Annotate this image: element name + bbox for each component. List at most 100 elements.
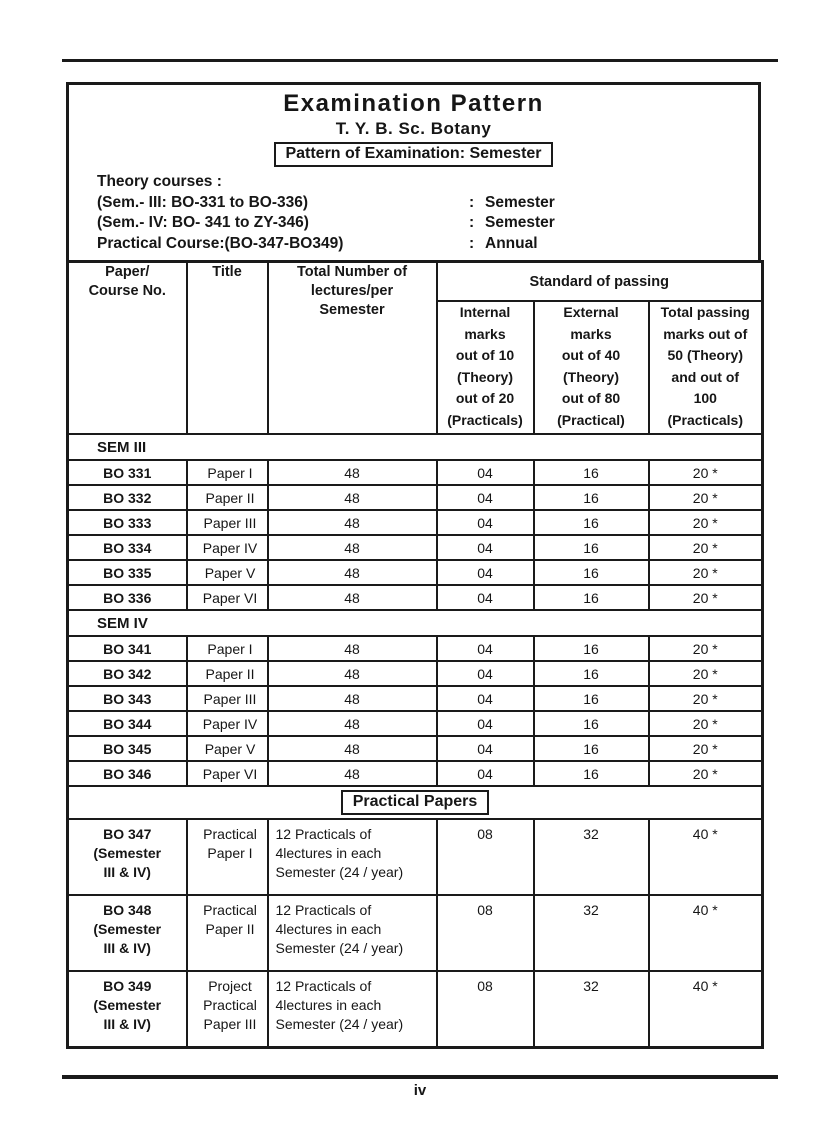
cell-total-passing: 20 * [647, 760, 764, 787]
cell-lectures: 48 [266, 660, 438, 687]
cell-course-no: BO 335 [66, 559, 188, 586]
cell-course-no: BO 336 [66, 584, 188, 611]
theory-courses-heading: Theory courses : [97, 173, 222, 190]
section-band-row: SEM III [66, 433, 764, 461]
cell-external-marks: 32 [532, 818, 650, 896]
cell-external-marks: 16 [532, 509, 650, 536]
cell-lectures: 48 [266, 735, 438, 762]
cell-lectures: 48 [266, 710, 438, 737]
intro-line-practical: Practical Course:(BO-347-BO349) : Annual [97, 234, 758, 255]
cell-internal-marks: 04 [435, 534, 535, 561]
cell-total-passing: 20 * [647, 635, 764, 662]
table-body: SEM III BO 331 Paper I 48 04 16 20 * BO 332 Pape… [66, 433, 764, 1048]
table-row: BO 333 Paper III 48 04 16 20 * [66, 509, 764, 536]
table-header: Paper/ Course No. Title Total Number of … [66, 260, 764, 435]
practical-row: BO 347 (Semester III & IV) Practical Pape… [66, 818, 764, 896]
table-row: BO 331 Paper I 48 04 16 20 * [66, 459, 764, 486]
cell-title: Paper II [185, 484, 269, 511]
col-header-external-marks: External marks out of 40 (Theory) out of… [532, 300, 650, 435]
cell-internal-marks: 04 [435, 760, 535, 787]
cell-internal-marks: 04 [435, 484, 535, 511]
cell-lectures: 48 [266, 685, 438, 712]
cell-title: Paper IV [185, 534, 269, 561]
intro-label: Practical Course:(BO-347-BO349) [97, 234, 344, 252]
cell-internal-marks: 08 [435, 818, 535, 896]
intro-colon: : [469, 214, 475, 231]
cell-title: Project Practical Paper III [185, 970, 269, 1048]
cell-total-passing: 20 * [647, 509, 764, 536]
cell-lectures: 48 [266, 559, 438, 586]
cell-total-passing: 20 * [647, 584, 764, 611]
cell-internal-marks: 04 [435, 685, 535, 712]
cell-internal-marks: 08 [435, 970, 535, 1048]
col-header-total-passing: Total passing marks out of 50 (Theory) a… [647, 300, 764, 435]
cell-title: Paper I [185, 459, 269, 486]
intro-label: (Sem.- III: BO-331 to BO-336) [97, 193, 309, 211]
table-row: BO 343 Paper III 48 04 16 20 * [66, 685, 764, 712]
cell-external-marks: 16 [532, 635, 650, 662]
cell-lectures: 48 [266, 459, 438, 486]
cell-lectures: 48 [266, 484, 438, 511]
intro-value: Semester [485, 214, 555, 231]
cell-total-passing: 20 * [647, 735, 764, 762]
practical-row: BO 349 (Semester III & IV) Project Practi… [66, 970, 764, 1048]
cell-lectures: 12 Practicals of 4lectures in each Semes… [266, 970, 438, 1048]
section-label: SEM III [66, 433, 764, 461]
cell-total-passing: 20 * [647, 685, 764, 712]
table-row: BO 334 Paper IV 48 04 16 20 * [66, 534, 764, 561]
col-header-paper-course: Paper/ Course No. [66, 260, 188, 435]
cell-total-passing: 20 * [647, 559, 764, 586]
exam-pattern-table: Paper/ Course No. Title Total Number of … [66, 260, 764, 1049]
cell-title: Paper III [185, 685, 269, 712]
cell-external-marks: 16 [532, 660, 650, 687]
pattern-box-row: Pattern of Examination: Semester [69, 142, 758, 167]
practical-papers-band-row: Practical Papers [66, 785, 764, 820]
header-row-sub: Internal marks out of 10 (Theory) out of… [68, 300, 764, 435]
cell-external-marks: 32 [532, 894, 650, 972]
cell-internal-marks: 04 [435, 509, 535, 536]
table-row: BO 342 Paper II 48 04 16 20 * [66, 660, 764, 687]
cell-title: Paper IV [185, 710, 269, 737]
practical-papers-label: Practical Papers [340, 790, 490, 815]
cell-course-no: BO 341 [66, 635, 188, 662]
cell-title: Practical Paper II [185, 894, 269, 972]
cell-lectures: 48 [266, 534, 438, 561]
intro-label: (Sem.- IV: BO- 341 to ZY-346) [97, 214, 309, 231]
col-header-standard-of-passing: Standard of passing [435, 260, 764, 302]
cell-lectures: 12 Practicals of 4lectures in each Semes… [266, 818, 438, 896]
cell-total-passing: 40 * [647, 894, 764, 972]
intro-value: Semester [485, 193, 555, 211]
pattern-of-examination-label: Pattern of Examination: Semester [274, 142, 553, 167]
cell-course-no: BO 347 (Semester III & IV) [66, 818, 188, 896]
practical-row: BO 348 (Semester III & IV) Practical Pape… [66, 894, 764, 972]
cell-internal-marks: 04 [435, 710, 535, 737]
exam-pattern-document: Examination Pattern T. Y. B. Sc. Botany … [66, 82, 764, 1049]
top-rule [62, 59, 778, 62]
page-title: Examination Pattern [283, 90, 544, 117]
table-row: BO 332 Paper II 48 04 16 20 * [66, 484, 764, 511]
table-row: BO 335 Paper V 48 04 16 20 * [66, 559, 764, 586]
intro-colon: : [469, 193, 475, 211]
cell-title: Paper III [185, 509, 269, 536]
cell-external-marks: 16 [532, 760, 650, 787]
cell-course-no: BO 345 [66, 735, 188, 762]
cell-lectures: 48 [266, 509, 438, 536]
cell-course-no: BO 331 [66, 459, 188, 486]
section-label: SEM IV [66, 609, 764, 637]
intro-colon: : [469, 234, 475, 252]
cell-external-marks: 16 [532, 584, 650, 611]
cell-course-no: BO 334 [66, 534, 188, 561]
cell-lectures: 48 [266, 760, 438, 787]
cell-external-marks: 16 [532, 710, 650, 737]
cell-external-marks: 16 [532, 685, 650, 712]
col-header-internal-marks: Internal marks out of 10 (Theory) out of… [435, 300, 535, 435]
table-row: BO 346 Paper VI 48 04 16 20 * [66, 760, 764, 787]
cell-course-no: BO 349 (Semester III & IV) [66, 970, 188, 1048]
cell-external-marks: 16 [532, 534, 650, 561]
cell-course-no: BO 333 [66, 509, 188, 536]
cell-external-marks: 16 [532, 484, 650, 511]
cell-course-no: BO 332 [66, 484, 188, 511]
cell-course-no: BO 346 [66, 760, 188, 787]
cell-course-no: BO 348 (Semester III & IV) [66, 894, 188, 972]
